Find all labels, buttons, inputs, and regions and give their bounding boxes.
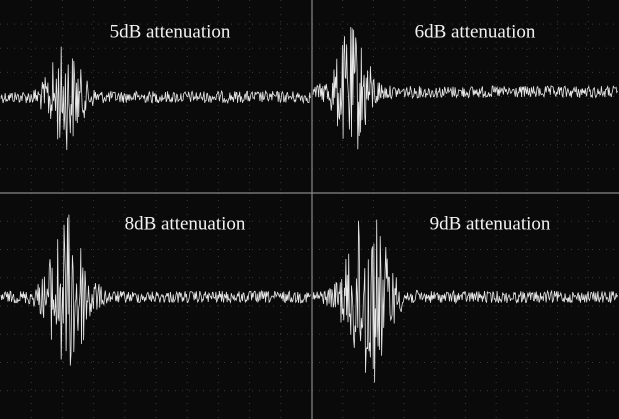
panel-label: 6dB attenuation [415,21,536,42]
waveforms [0,26,618,383]
waveform [0,46,311,151]
waveform [0,214,311,366]
panel-label: 5dB attenuation [110,21,231,42]
waveform [312,26,618,150]
panel-label: 9dB attenuation [430,213,551,234]
waveform [312,219,618,383]
panel-label: 8dB attenuation [125,213,246,234]
